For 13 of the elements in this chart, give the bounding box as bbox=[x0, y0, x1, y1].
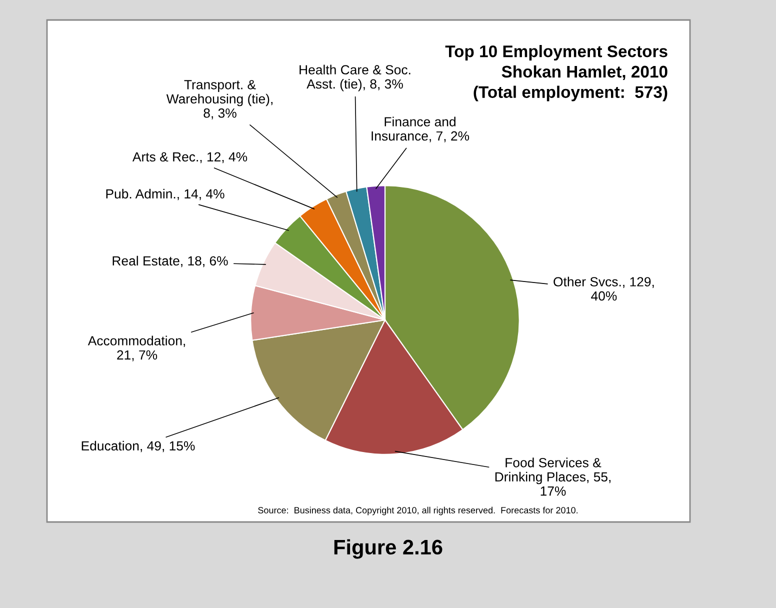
slice-label: Accommodation, 21, 7% bbox=[88, 336, 185, 362]
slice-label: Health Care & Soc. Asst. (tie), 8, 3% bbox=[300, 64, 410, 92]
slice-label: Arts & Rec., 12, 4% bbox=[132, 152, 248, 164]
slice-label: Pub. Admin., 14, 4% bbox=[106, 188, 224, 200]
slice-label: Food Services & Drinking Places, 55, 17% bbox=[495, 458, 610, 496]
caption: Figure 2.16 bbox=[334, 539, 442, 559]
slice-label: Transport. & Warehousing (tie), 8, 3% bbox=[166, 80, 272, 120]
slice-label: Real Estate, 18, 6% bbox=[112, 256, 228, 268]
slice-label: Finance and Insurance, 7, 2% bbox=[372, 116, 470, 142]
source-note: Source: Business data, Copyright 2010, all rights reserved. Forecasts for 2010. bbox=[258, 506, 578, 516]
chart-title: Top 10 Employment Sectors Shokan Hamlet, 2010 (Total employment: 573) bbox=[445, 45, 668, 102]
slice-label: Other Svcs., 129, 40% bbox=[554, 276, 654, 301]
slice-label: Education, 49, 15% bbox=[82, 440, 195, 452]
